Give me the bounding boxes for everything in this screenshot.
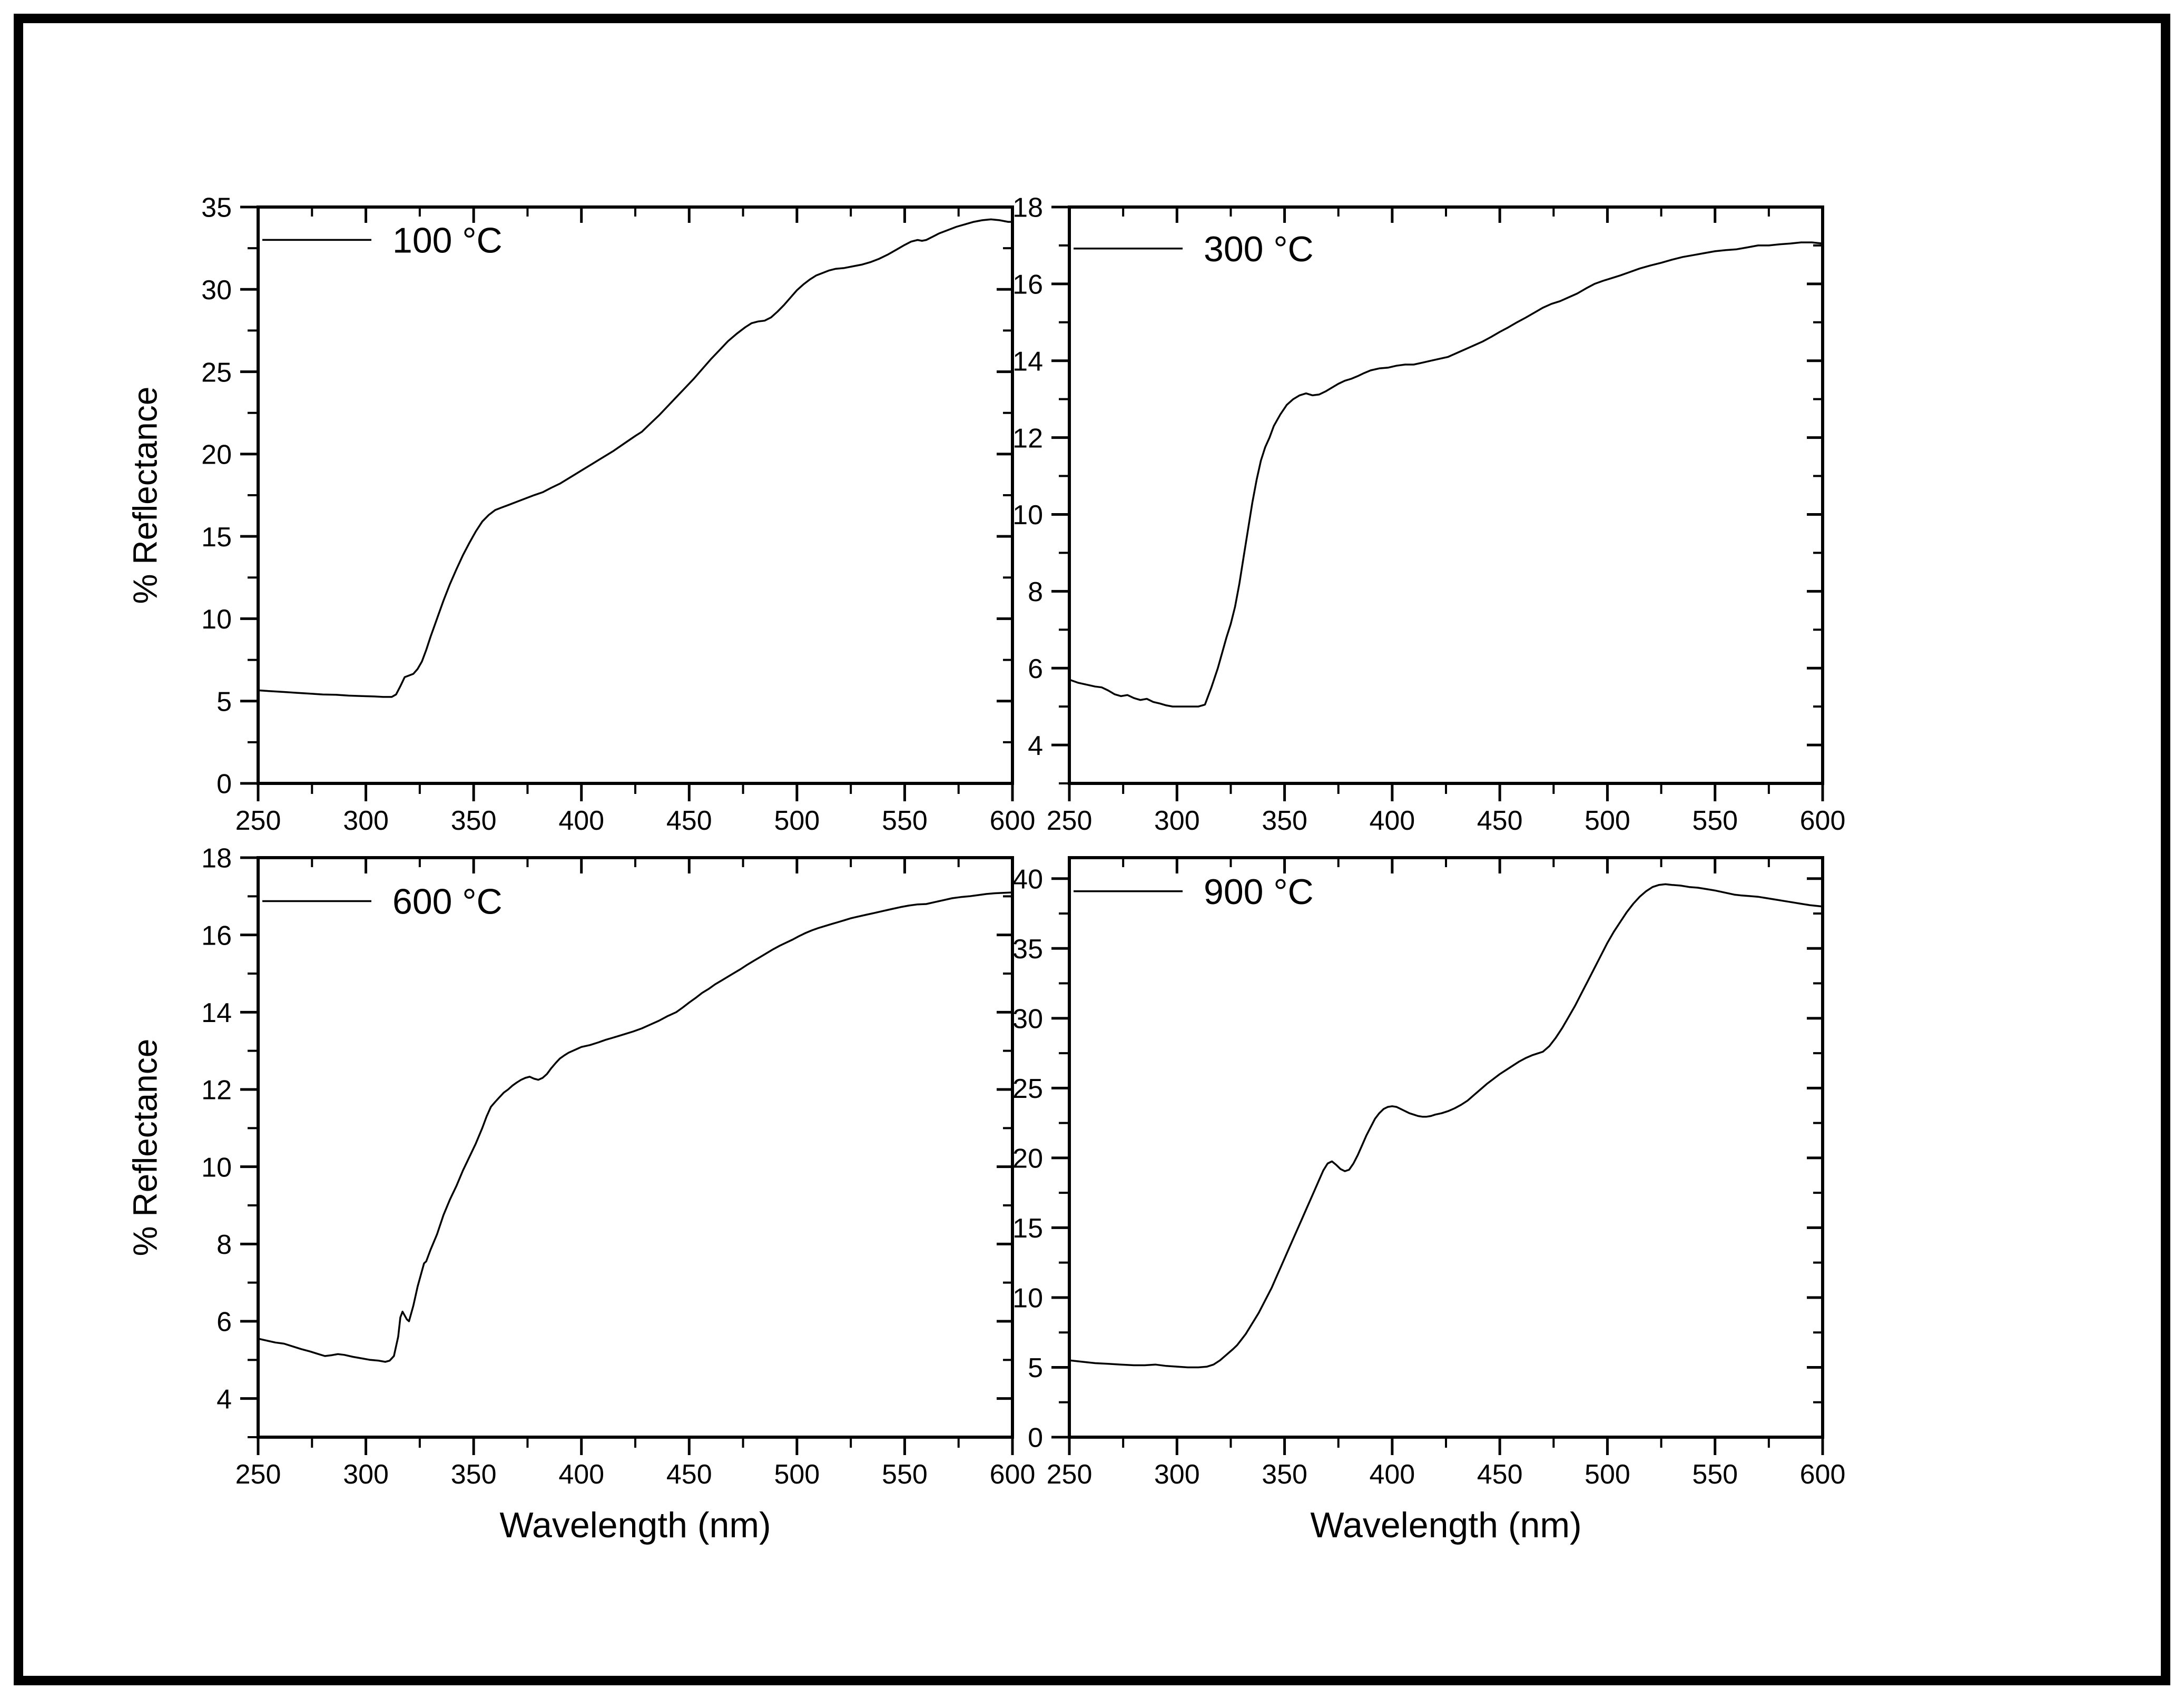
x-tick-label: 300	[343, 806, 389, 836]
x-tick-label: 500	[774, 1459, 820, 1490]
x-tick-label: 550	[882, 806, 928, 836]
legend-label-100c: 100 °C	[392, 220, 503, 260]
x-tick-label: 250	[1047, 806, 1093, 836]
y-tick-label: 15	[1012, 1213, 1043, 1244]
x-tick-label: 400	[558, 1459, 604, 1490]
y-tick-label: 0	[217, 769, 232, 800]
x-tick-label: 500	[774, 806, 820, 836]
y-tick-label: 4	[217, 1384, 232, 1415]
x-tick-label: 550	[882, 1459, 928, 1490]
x-tick-label: 450	[666, 806, 712, 836]
y-tick-label: 12	[201, 1075, 232, 1106]
axes-frame-900c	[1068, 856, 1824, 1439]
y-tick-label: 18	[1012, 193, 1043, 223]
x-axis-title-900c: Wavelength (nm)	[1310, 1505, 1581, 1545]
x-tick-label: 500	[1585, 806, 1630, 836]
axes-frame-600c	[257, 856, 1014, 1439]
y-tick-label: 8	[217, 1230, 232, 1260]
x-tick-label: 450	[666, 1459, 712, 1490]
x-tick-label: 350	[1262, 1459, 1307, 1490]
y-tick-label: 40	[1012, 864, 1043, 895]
x-tick-label: 250	[1047, 1459, 1093, 1490]
x-tick-label: 450	[1477, 806, 1523, 836]
y-tick-label: 12	[1012, 423, 1043, 454]
y-tick-label: 35	[201, 193, 232, 223]
x-tick-label: 400	[558, 806, 604, 836]
y-tick-label: 10	[201, 604, 232, 635]
x-tick-label: 300	[1154, 806, 1200, 836]
x-tick-label: 450	[1477, 1459, 1523, 1490]
y-axis-title-600c: % Reflectance	[126, 1039, 164, 1256]
y-tick-label: 16	[1012, 270, 1043, 300]
x-tick-label: 250	[235, 806, 281, 836]
curve-600c	[257, 891, 1014, 1363]
y-tick-label: 14	[201, 998, 232, 1028]
y-tick-label: 20	[1012, 1144, 1043, 1174]
y-tick-label: 14	[1012, 346, 1043, 377]
x-tick-label: 600	[990, 1459, 1036, 1490]
y-tick-label: 10	[1012, 1283, 1043, 1314]
y-tick-label: 16	[201, 920, 232, 951]
y-tick-label: 0	[1028, 1423, 1043, 1454]
y-tick-label: 10	[1012, 500, 1043, 531]
x-tick-label: 550	[1692, 1459, 1738, 1490]
x-tick-label: 500	[1585, 1459, 1630, 1490]
curve-300c	[1068, 241, 1824, 708]
x-tick-label: 550	[1692, 806, 1738, 836]
subplot-top-right: 250 300 350 400 450 500 550 600 4 6 8 10 12 14 16 18 300…	[1012, 193, 1845, 836]
y-tick-label: 15	[201, 522, 232, 553]
curve-100c	[257, 218, 1014, 698]
y-tick-label: 10	[201, 1152, 232, 1183]
x-tick-label: 400	[1369, 806, 1415, 836]
y-tick-label: 5	[1028, 1353, 1043, 1383]
x-tick-label: 300	[343, 1459, 389, 1490]
x-tick-label: 250	[235, 1459, 281, 1490]
y-tick-label: 30	[1012, 1004, 1043, 1035]
subplot-bottom-right: 250 300 350 400 450 500 550 600 0 5 10 15 20 25 30 35 40…	[1012, 856, 1846, 1545]
y-tick-label: 30	[201, 275, 232, 306]
x-axis-title-600c: Wavelength (nm)	[499, 1505, 771, 1545]
y-axis-title-100c: % Reflectance	[126, 387, 164, 604]
axes-frame-300c	[1068, 205, 1824, 785]
legend-label-300c: 300 °C	[1204, 229, 1314, 269]
x-tick-label: 400	[1369, 1459, 1415, 1490]
x-tick-label: 350	[451, 806, 497, 836]
subplot-bottom-left: 250 300 350 400 450 500 550 600 4 6 8 10 12 14 16 18 600…	[126, 843, 1035, 1545]
y-tick-label: 35	[1012, 934, 1043, 965]
y-tick-label: 25	[1012, 1074, 1043, 1104]
legend-label-600c: 600 °C	[392, 882, 503, 922]
y-tick-label: 5	[217, 686, 232, 717]
y-tick-label: 18	[201, 843, 232, 874]
x-tick-label: 600	[990, 806, 1036, 836]
y-tick-label: 6	[1028, 654, 1043, 684]
subplot-top-left: 250 300 350 400 450 500 550 600 0 5 10 15 20 25 30 35 10…	[126, 193, 1035, 836]
y-tick-label: 20	[201, 440, 232, 470]
legend-label-900c: 900 °C	[1204, 872, 1314, 912]
x-tick-label: 600	[1800, 1459, 1846, 1490]
y-tick-label: 25	[201, 357, 232, 388]
y-tick-label: 6	[217, 1307, 232, 1338]
x-tick-label: 350	[451, 1459, 497, 1490]
y-tick-label: 4	[1028, 731, 1043, 761]
x-tick-label: 600	[1800, 806, 1846, 836]
x-tick-label: 350	[1262, 806, 1307, 836]
x-tick-label: 300	[1154, 1459, 1200, 1490]
y-tick-label: 8	[1028, 577, 1043, 607]
curve-900c	[1068, 883, 1824, 1369]
